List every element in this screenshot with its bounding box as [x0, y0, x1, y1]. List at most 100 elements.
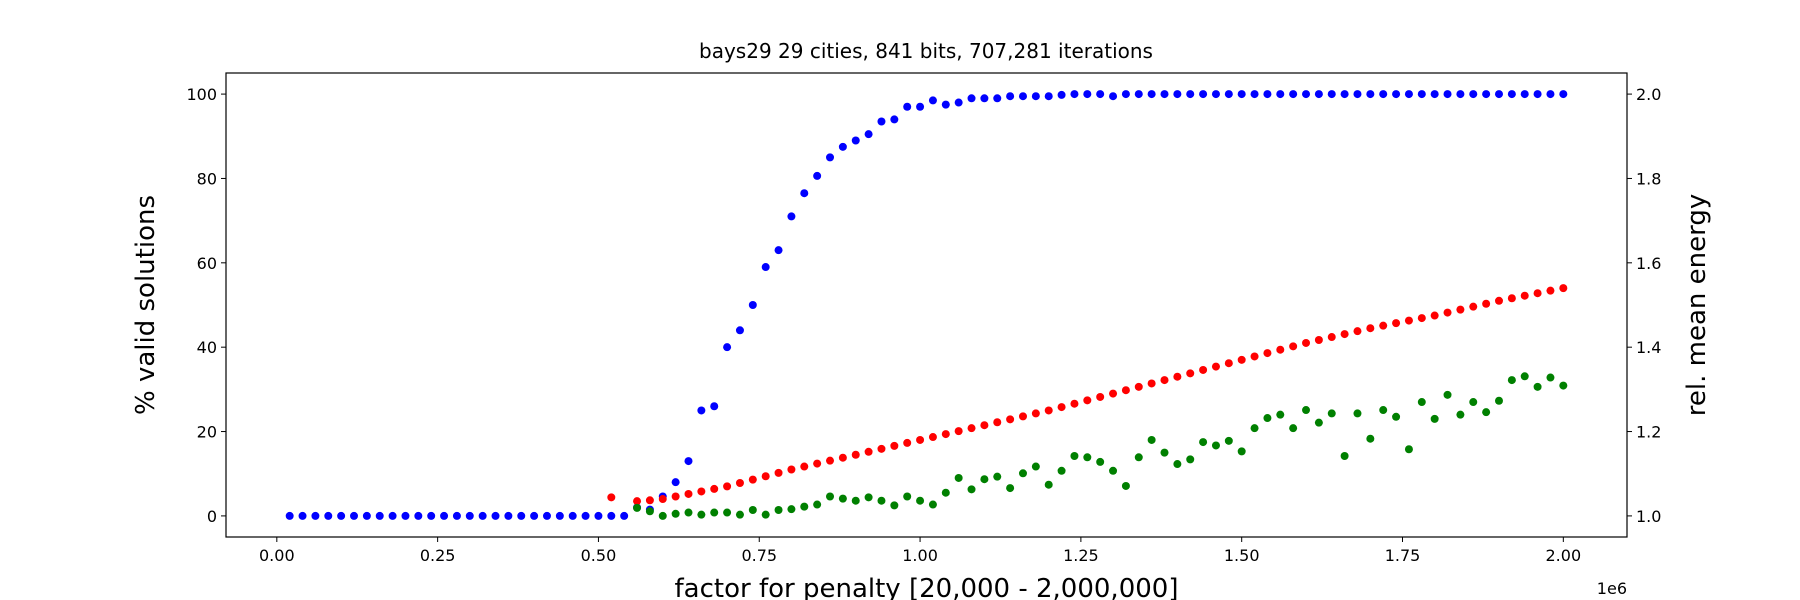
data-point: [452, 511, 461, 520]
data-point: [761, 472, 770, 481]
data-point: [1417, 90, 1426, 99]
data-point: [1147, 90, 1156, 99]
data-point: [851, 496, 860, 505]
data-point: [1520, 90, 1529, 99]
data-point: [311, 511, 320, 520]
data-point: [826, 492, 835, 501]
data-point: [1173, 90, 1182, 99]
data-point: [517, 511, 526, 520]
data-point: [1224, 359, 1233, 368]
chart-title: bays29 29 cities, 841 bits, 707,281 iter…: [699, 39, 1153, 63]
data-point: [980, 421, 989, 430]
data-point: [890, 441, 899, 450]
y-tick-label: 60: [197, 254, 217, 273]
data-point: [1456, 410, 1465, 419]
data-point: [1353, 409, 1362, 418]
data-point: [1083, 90, 1092, 99]
data-point: [877, 444, 886, 453]
data-point: [774, 468, 783, 477]
data-point: [671, 509, 680, 518]
data-point: [1211, 90, 1220, 99]
data-point: [1494, 396, 1503, 405]
data-point: [1031, 462, 1040, 471]
data-point: [735, 479, 744, 488]
data-point: [1006, 92, 1015, 101]
data-point: [1250, 90, 1259, 99]
data-point: [1186, 90, 1195, 99]
data-point: [388, 511, 397, 520]
data-point: [735, 326, 744, 335]
data-point: [787, 505, 796, 514]
data-point: [645, 507, 654, 516]
data-point: [1494, 90, 1503, 99]
data-point: [1302, 90, 1311, 99]
data-point: [1121, 386, 1130, 395]
data-point: [710, 484, 719, 493]
data-point: [1327, 333, 1336, 342]
y-tick-label: 0: [207, 507, 217, 526]
data-point: [1417, 398, 1426, 407]
data-point: [1276, 90, 1285, 99]
data-point: [1147, 379, 1156, 388]
data-point: [1263, 349, 1272, 358]
data-point: [1494, 296, 1503, 305]
data-point: [1289, 90, 1298, 99]
data-point: [478, 511, 487, 520]
data-point: [1211, 441, 1220, 450]
data-point: [1430, 414, 1439, 423]
data-point: [542, 511, 551, 520]
y-tick-label: 40: [197, 338, 217, 357]
data-point: [1057, 403, 1066, 412]
data-point: [1160, 90, 1169, 99]
data-point: [1018, 469, 1027, 478]
data-point: [1160, 448, 1169, 457]
data-point: [774, 506, 783, 515]
data-point: [298, 511, 307, 520]
data-point: [916, 435, 925, 444]
y2-tick-label: 1.0: [1636, 507, 1661, 526]
data-point: [594, 511, 603, 520]
data-point: [993, 94, 1002, 103]
data-point: [1340, 452, 1349, 461]
data-point: [710, 508, 719, 517]
data-point: [1546, 373, 1555, 382]
data-point: [954, 427, 963, 436]
y2-axis-label: rel. mean energy: [1682, 194, 1712, 416]
data-point: [941, 100, 950, 109]
data-point: [1121, 90, 1130, 99]
data-point: [1430, 311, 1439, 320]
data-point: [1096, 457, 1105, 466]
data-point: [1546, 286, 1555, 295]
data-point: [337, 511, 346, 520]
data-point: [748, 301, 757, 309]
data-point: [1327, 409, 1336, 418]
data-point: [993, 472, 1002, 481]
x-tick-label: 0.75: [741, 546, 777, 565]
data-point: [1520, 372, 1529, 381]
data-point: [800, 189, 809, 198]
data-point: [877, 117, 886, 126]
data-point: [671, 478, 680, 487]
data-point: [1379, 90, 1388, 99]
x-tick-label: 1.75: [1385, 546, 1421, 565]
data-point: [1083, 396, 1092, 405]
x-tick-label: 2.00: [1546, 546, 1582, 565]
data-point: [1173, 372, 1182, 381]
data-point: [1379, 321, 1388, 330]
data-point: [748, 475, 757, 484]
data-point: [285, 511, 294, 520]
data-point: [1173, 460, 1182, 469]
data-point: [1109, 92, 1118, 101]
data-point: [1031, 92, 1040, 101]
data-point: [684, 489, 693, 498]
data-point: [838, 142, 847, 151]
data-point: [710, 402, 719, 411]
data-point: [401, 511, 410, 520]
data-point: [735, 510, 744, 519]
x-offset-label: 1e6: [1597, 579, 1627, 598]
data-point: [1469, 398, 1478, 407]
data-point: [1224, 90, 1233, 99]
data-point: [723, 343, 732, 352]
data-point: [1147, 435, 1156, 444]
